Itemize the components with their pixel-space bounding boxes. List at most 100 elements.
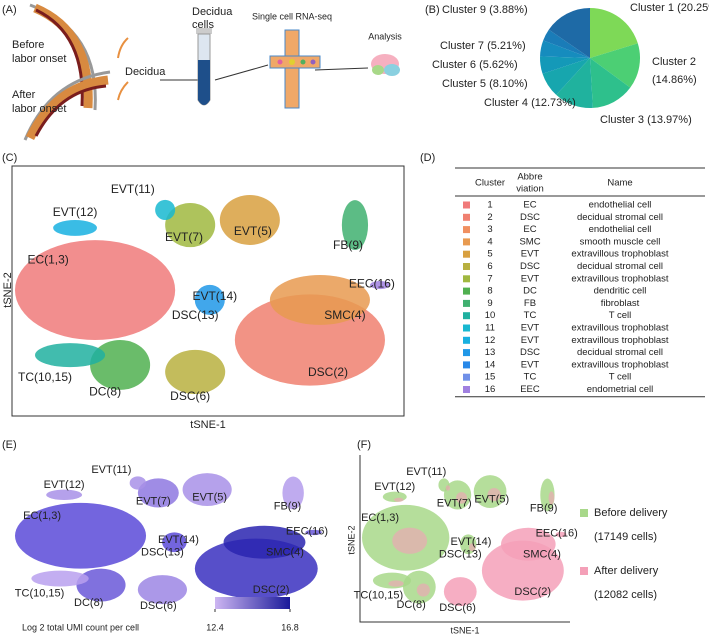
cell-cluster: [223, 525, 306, 559]
cluster-label: DC(8): [74, 597, 103, 609]
table-cell: 15: [485, 372, 496, 383]
cell-cluster: [269, 274, 370, 325]
cluster-label: EVT(5): [474, 493, 509, 505]
pie-slice: [540, 40, 590, 58]
row-swatch: [463, 201, 470, 209]
label: Decidua: [125, 66, 166, 78]
axis-label: tSNE-2: [2, 272, 14, 307]
table-header: Name: [607, 178, 632, 189]
cell-cluster: [35, 343, 106, 368]
pie-slice: [548, 8, 590, 58]
row-swatch: [463, 213, 470, 221]
table-cell: T cell: [609, 310, 632, 321]
cluster-label: SMC(4): [324, 308, 365, 322]
row-swatch: [463, 336, 470, 344]
table-cell: 7: [487, 273, 492, 284]
table-cell: EC: [523, 200, 536, 211]
cluster-label: DSC(13): [172, 308, 219, 322]
cell-cluster: [416, 583, 430, 597]
table-cell: extravillous trophoblast: [571, 359, 669, 370]
axis-label: tSNE-1: [190, 419, 225, 431]
cell-cluster: [487, 488, 501, 502]
uterus-after: [23, 70, 111, 141]
table-cell: extravillous trophoblast: [571, 335, 669, 346]
cluster-label: FB(9): [530, 503, 558, 515]
cell-cluster: [15, 502, 147, 569]
cell-cluster: [456, 492, 468, 504]
cell-cluster: [388, 580, 404, 587]
table-cell: DSC: [520, 212, 540, 223]
cluster-label: EC(1,3): [27, 252, 68, 266]
cluster-label: DSC(2): [514, 586, 551, 598]
cluster-label: EVT(12): [44, 479, 85, 491]
table-cell: FB: [524, 298, 536, 309]
label: labor onset: [12, 53, 66, 65]
cell-cluster: [555, 531, 567, 538]
category: Cluster 7: [440, 40, 484, 52]
legend-label: Before delivery: [594, 507, 668, 519]
table-cell: TC: [524, 372, 537, 383]
cell-cluster: [155, 199, 176, 220]
table-cell: decidual stromal cell: [577, 212, 663, 223]
table-cell: EC: [523, 224, 536, 235]
table-header: Cluster: [475, 178, 505, 189]
cluster-label: EC(1,3): [361, 512, 399, 524]
table-cell: EEC: [520, 384, 540, 395]
table-cell: 16: [485, 384, 496, 395]
label: Single cell RNA-seq: [252, 11, 332, 21]
pie-slice: [590, 58, 631, 108]
row-swatch: [463, 349, 470, 357]
cluster-label: EVT(14): [192, 289, 237, 303]
cluster-label: DSC(6): [170, 389, 210, 403]
pie-slice: [556, 58, 593, 109]
category: Cluster 9: [442, 4, 486, 16]
label: Decidua: [192, 6, 233, 18]
table-cell: 3: [487, 224, 492, 235]
table-cell: T cell: [609, 372, 632, 383]
table-cell: 6: [487, 261, 492, 272]
value-label: (14.86%): [652, 74, 697, 86]
table-cell: TC: [524, 310, 537, 321]
row-swatch: [463, 287, 470, 295]
legend-label: After delivery: [594, 565, 659, 577]
cluster-label: EVT(7): [165, 230, 203, 244]
colorbar-tick-label: 16.8: [281, 622, 299, 632]
table-cell: 11: [485, 323, 495, 334]
table-cell: EVT: [521, 249, 540, 260]
table-cell: DC: [523, 286, 537, 297]
table-cell: 10: [485, 310, 496, 321]
cluster-label: EVT(11): [406, 466, 446, 478]
row-swatch: [463, 238, 470, 246]
panel-label: (C): [2, 152, 17, 164]
analysis-icon: [371, 54, 400, 76]
table-cell: EVT: [521, 323, 540, 334]
cell-cluster: [137, 575, 187, 605]
cell-cluster: [165, 349, 226, 395]
cluster-label: EVT(7): [437, 497, 472, 509]
table-cell: decidual stromal cell: [577, 347, 663, 358]
value-label: (5.21%): [487, 40, 526, 52]
table-cell: DSC: [520, 347, 540, 358]
cluster-label: EEC(16): [286, 526, 328, 538]
cluster-label: DSC(13): [141, 547, 184, 559]
table-cell: 2: [487, 212, 492, 223]
pie-label: Cluster 6 (5.62%): [432, 59, 518, 71]
cell-cluster: [182, 473, 232, 507]
legend-count: (17149 cells): [594, 531, 657, 543]
cell-cluster: [341, 200, 369, 250]
cluster-label: EVT(7): [136, 495, 171, 507]
category: Cluster 3: [600, 114, 644, 126]
table-cell: endothelial cell: [589, 224, 652, 235]
table-cell: 4: [487, 236, 492, 247]
decidua-piece: [117, 37, 129, 101]
cell-cluster: [194, 284, 225, 315]
cell-cluster: [76, 568, 126, 602]
table-cell: endothelial cell: [589, 200, 652, 211]
colorbar: [215, 597, 290, 609]
label: After: [12, 89, 36, 101]
cell-cluster: [445, 485, 451, 491]
table-cell: EVT: [521, 335, 540, 346]
table-cell: decidual stromal cell: [577, 261, 663, 272]
axis-label: tSNE-2: [346, 525, 356, 554]
category: Cluster 4: [484, 97, 528, 109]
